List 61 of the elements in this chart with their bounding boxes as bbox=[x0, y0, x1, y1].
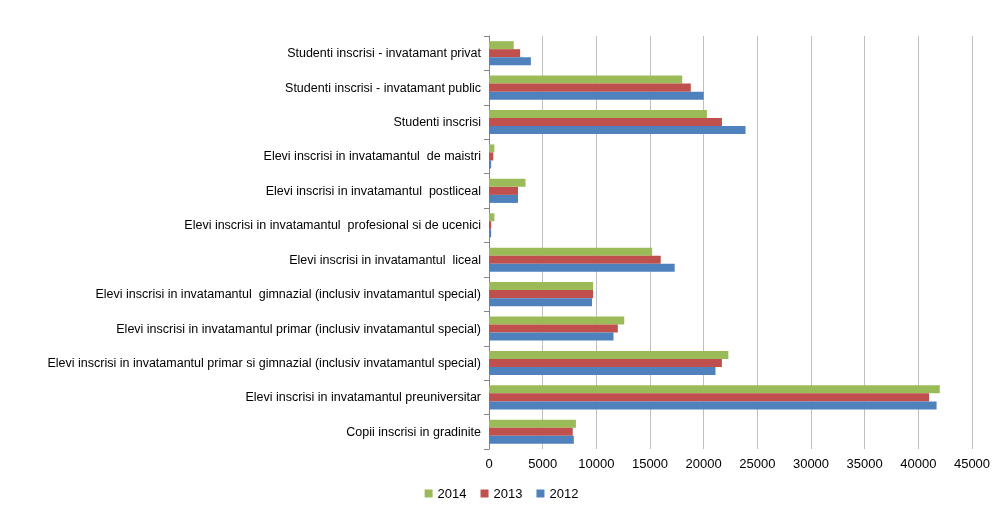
bar bbox=[489, 393, 930, 402]
x-tick-label: 5000 bbox=[528, 456, 558, 471]
bar bbox=[489, 110, 707, 119]
bar bbox=[489, 221, 492, 230]
y-tick-label: Copii inscrisi in gradinite bbox=[346, 424, 482, 439]
bar bbox=[489, 290, 594, 299]
bar bbox=[489, 126, 746, 135]
y-tick-label: Elevi inscrisi in invatamantul primar (inclusiv invatamantul special) bbox=[116, 321, 481, 336]
bar bbox=[489, 160, 492, 169]
x-tick-label: 25000 bbox=[739, 456, 776, 471]
bar bbox=[489, 57, 531, 66]
x-tick-label: 0 bbox=[485, 456, 493, 471]
bar bbox=[489, 144, 495, 153]
bar bbox=[489, 213, 495, 222]
bar bbox=[489, 247, 653, 256]
y-tick-label: Studenti inscrisi bbox=[393, 115, 481, 130]
bar bbox=[489, 263, 675, 272]
y-tick-label: Elevi inscrisi in invatamantul gimnazial (inclusiv invatamantul special) bbox=[95, 287, 481, 302]
y-tick-label: Elevi inscrisi in invatamantul de maistri bbox=[263, 149, 481, 164]
legend-label: 2014 bbox=[437, 486, 467, 501]
x-tick-label: 20000 bbox=[685, 456, 722, 471]
x-tick-label: 40000 bbox=[900, 456, 937, 471]
bar bbox=[489, 298, 593, 307]
bar bbox=[489, 427, 573, 436]
bar bbox=[489, 178, 526, 187]
y-tick-label: Elevi inscrisi in invatamantul profesional si de ucenici bbox=[184, 218, 481, 233]
x-tick-label: 30000 bbox=[792, 456, 830, 471]
bar bbox=[489, 255, 661, 264]
bar bbox=[489, 350, 729, 359]
bar bbox=[489, 282, 594, 291]
legend-label: 2012 bbox=[549, 486, 579, 501]
bar bbox=[489, 332, 614, 341]
y-tick-label: Elevi inscrisi in invatamantul liceal bbox=[289, 252, 481, 267]
bar bbox=[489, 152, 494, 161]
y-tick-label: Elevi inscrisi in invatamantul preuniversitar bbox=[245, 390, 481, 405]
bar bbox=[489, 385, 940, 394]
bar bbox=[489, 83, 691, 92]
bar bbox=[489, 75, 683, 84]
y-tick-label: Elevi inscrisi in invatamantul primar si gimnazial (inclusiv invatamantul special) bbox=[47, 355, 481, 370]
bar bbox=[489, 41, 514, 50]
x-tick-label: 10000 bbox=[578, 456, 615, 471]
bar bbox=[489, 91, 704, 100]
bar bbox=[489, 194, 518, 203]
bar bbox=[489, 435, 574, 444]
y-tick-label: Elevi inscrisi in invatamantul postliceal bbox=[265, 183, 481, 198]
x-tick-label: 35000 bbox=[846, 456, 883, 471]
x-tick-label: 45000 bbox=[953, 456, 991, 471]
x-tick-label: 15000 bbox=[631, 456, 669, 471]
legend-label: 2013 bbox=[493, 486, 523, 501]
y-tick-label: Studenti inscrisi - invatamant privat bbox=[287, 46, 482, 61]
bar bbox=[489, 358, 722, 367]
bar bbox=[489, 229, 492, 238]
bar bbox=[489, 419, 576, 428]
bar bbox=[489, 118, 722, 127]
bar bbox=[489, 186, 518, 195]
bar bbox=[489, 49, 521, 58]
bar bbox=[489, 366, 716, 375]
bar bbox=[489, 401, 937, 410]
bar bbox=[489, 316, 625, 325]
y-tick-label: Studenti inscrisi - invatamant public bbox=[285, 80, 481, 95]
bar bbox=[489, 324, 618, 333]
